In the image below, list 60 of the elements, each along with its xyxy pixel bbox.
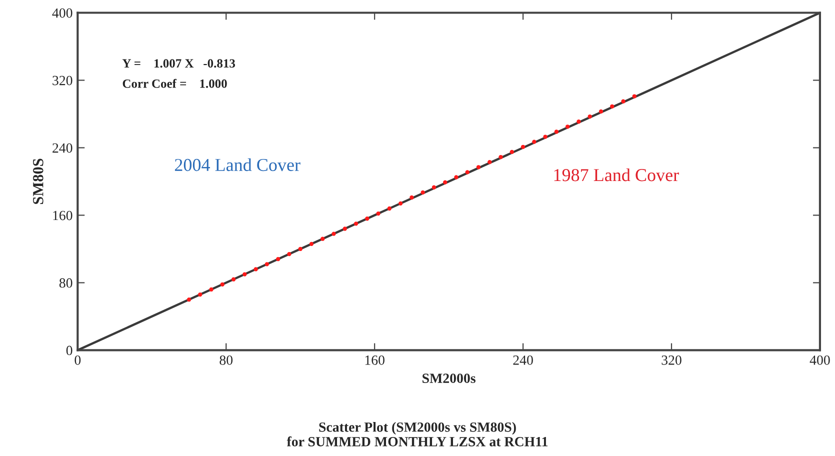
point [309,242,314,246]
point [220,282,224,286]
point [610,104,614,108]
point [621,99,626,104]
annotation: 1987 Land Cover [554,168,679,182]
point [387,206,392,211]
point [510,150,514,154]
y-tick-label: 240 [52,143,72,153]
point [398,201,403,206]
point [520,144,526,149]
y-tick-label: 0 [66,346,72,356]
point [264,262,270,266]
point [365,216,370,221]
x-tick-label: 240 [513,355,533,365]
y-tick-label: 400 [52,8,72,18]
annotation: Corr Coef = 1.000 [122,78,227,88]
point [410,195,414,200]
point [532,140,536,144]
point [198,292,202,297]
point [376,211,380,216]
annotation: Y = 1.007 X -0.813 [122,59,236,68]
point [443,180,448,184]
x-tick-label: 0 [74,355,81,365]
x-tick-label: 320 [662,355,682,365]
point [332,232,336,236]
point [554,130,559,134]
point [498,154,503,160]
point [231,277,236,282]
text: Scatter Plot (SM2000s vs SM80S) for SUMMED MONTHLY LZSX at RCH11 [286,422,548,446]
point [209,287,214,292]
point [186,298,192,302]
point [420,190,425,195]
y-tick-label: 80 [59,278,72,288]
point [320,236,325,241]
point [298,246,302,252]
point [287,252,292,256]
x-axis-title: SM2000s [422,374,476,383]
x-tick-label: 80 [220,355,233,365]
point [588,114,592,119]
point [576,120,581,124]
point [454,175,458,180]
y-tick-label: 160 [53,210,72,220]
point [432,185,436,190]
point [254,267,258,272]
point [242,272,247,276]
y-tick-label: 320 [52,76,72,86]
x-tick-label: 400 [810,355,830,365]
point [276,257,280,262]
point [632,94,636,98]
point [465,170,470,174]
annotation: 2004 Land Cover [174,158,300,172]
y-axis-title: SM80S [32,158,44,204]
point [598,109,604,114]
point [476,165,481,170]
point [488,160,492,164]
point [354,222,358,226]
point [342,226,347,231]
point [566,124,570,129]
point [543,134,548,139]
x-tick-label: 160 [365,355,384,365]
